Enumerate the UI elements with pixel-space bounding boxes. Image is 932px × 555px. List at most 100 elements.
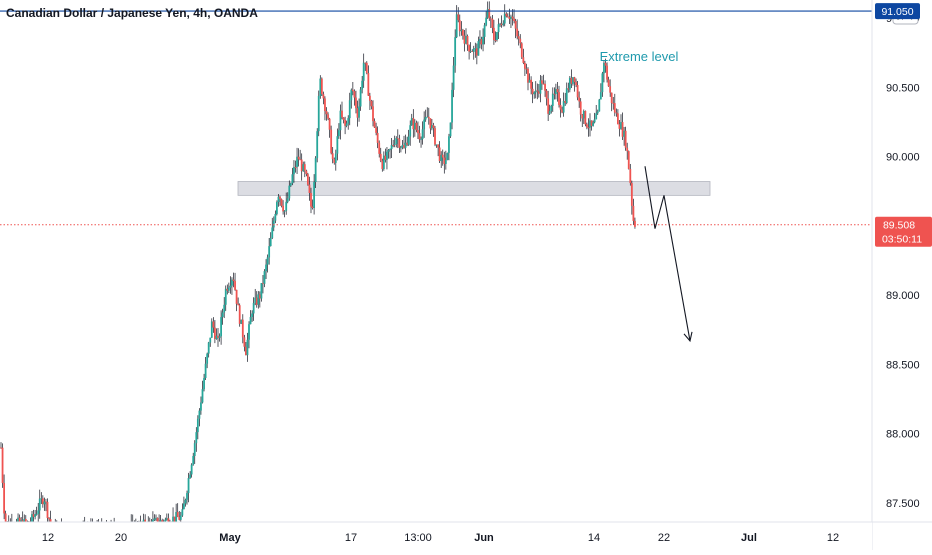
- candle-up: [387, 150, 390, 152]
- candle-down: [541, 80, 543, 84]
- candle-down: [418, 133, 421, 140]
- candle-down: [300, 159, 303, 172]
- candle-up: [533, 92, 536, 95]
- candle-down: [556, 89, 559, 93]
- candle-up: [189, 474, 191, 479]
- candle-up: [448, 136, 450, 153]
- candle-down: [586, 124, 588, 128]
- candle-down: [612, 103, 615, 104]
- candle-up: [215, 335, 218, 339]
- candle-down: [427, 116, 430, 119]
- candle-up: [601, 73, 604, 93]
- candle-up: [200, 402, 202, 411]
- candle-up: [209, 337, 212, 343]
- candle-down: [500, 23, 503, 26]
- candle-up: [207, 342, 210, 354]
- candle-up: [289, 183, 292, 186]
- candle-up: [410, 118, 413, 126]
- x-tick-label: 22: [658, 532, 670, 544]
- candle-down: [606, 65, 608, 80]
- candle-up: [240, 319, 243, 324]
- candle-up: [218, 336, 221, 338]
- candle-down: [517, 36, 520, 39]
- candle-down: [373, 121, 376, 128]
- candle-down: [234, 281, 236, 290]
- bar-countdown: 03:50:11: [882, 234, 922, 246]
- candle-up: [37, 510, 40, 514]
- candle-down: [525, 68, 528, 70]
- candle-up: [274, 213, 277, 221]
- candle-down: [381, 160, 384, 170]
- candle-up: [510, 16, 512, 19]
- candle-down: [417, 130, 419, 134]
- candle-up: [276, 202, 278, 214]
- candle-down: [384, 155, 387, 160]
- candle-down: [587, 127, 590, 129]
- candle-up: [251, 313, 253, 317]
- candle-up: [272, 220, 275, 228]
- candle-down: [379, 153, 382, 161]
- candle-down: [241, 319, 244, 338]
- candle-down: [458, 20, 461, 32]
- candle-up: [420, 139, 422, 140]
- candle-up: [362, 62, 365, 81]
- candle-up: [393, 144, 396, 146]
- candle-up: [229, 285, 232, 288]
- candle-up: [479, 39, 481, 42]
- candle-down: [372, 106, 374, 122]
- candle-down: [561, 109, 563, 113]
- candle-up: [528, 79, 531, 83]
- candle-up: [452, 65, 455, 90]
- candle-up: [623, 130, 625, 137]
- candle-up: [266, 257, 269, 265]
- candle-down: [558, 92, 560, 106]
- candle-down: [505, 13, 508, 17]
- candle-up: [603, 62, 605, 74]
- candle-up: [345, 123, 348, 126]
- candle-up: [224, 288, 227, 305]
- candle-down: [46, 501, 49, 518]
- candle-up: [40, 498, 43, 500]
- x-tick-label: May: [219, 532, 241, 544]
- candle-up: [426, 116, 429, 118]
- candle-down: [542, 83, 545, 85]
- candle-down: [630, 183, 633, 206]
- candle-down: [0, 447, 2, 449]
- candle-up: [183, 503, 185, 510]
- current-price-value: 89.508: [883, 220, 915, 232]
- candle-down: [506, 16, 509, 18]
- candle-down: [297, 156, 300, 160]
- candle-up: [599, 92, 602, 100]
- candle-up: [338, 130, 340, 137]
- candle-up: [184, 499, 187, 504]
- candle-up: [620, 122, 622, 129]
- candle-up: [313, 182, 315, 208]
- candle-up: [206, 353, 209, 364]
- candle-up: [231, 279, 233, 286]
- candle-up: [153, 518, 156, 521]
- candle-up: [196, 418, 199, 433]
- candle-up: [359, 89, 362, 107]
- candle-up: [248, 324, 250, 340]
- candle-down: [356, 108, 359, 118]
- candle-up: [455, 14, 458, 38]
- candle-up: [317, 95, 320, 132]
- candle-up: [499, 23, 501, 25]
- candle-up: [288, 185, 291, 199]
- candle-down: [437, 144, 439, 148]
- candle-down: [584, 111, 587, 125]
- candle-up: [348, 100, 351, 119]
- candle-up: [548, 110, 551, 114]
- candle-down: [617, 113, 619, 125]
- candle-up: [316, 131, 319, 159]
- candle-down: [282, 205, 284, 212]
- candle-up: [469, 51, 472, 53]
- x-tick-label: Jun: [474, 532, 494, 544]
- candle-down: [235, 289, 238, 304]
- candle-up: [198, 410, 201, 419]
- candle-up: [187, 478, 190, 494]
- candle-up: [503, 13, 506, 24]
- candle-down: [305, 170, 308, 175]
- candle-up: [193, 443, 196, 457]
